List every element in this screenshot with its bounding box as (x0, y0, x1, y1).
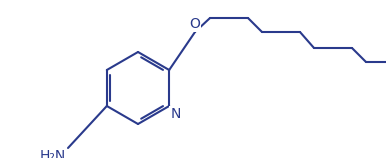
Text: H₂N: H₂N (40, 149, 66, 158)
Text: N: N (170, 107, 181, 121)
Text: O: O (190, 17, 200, 31)
